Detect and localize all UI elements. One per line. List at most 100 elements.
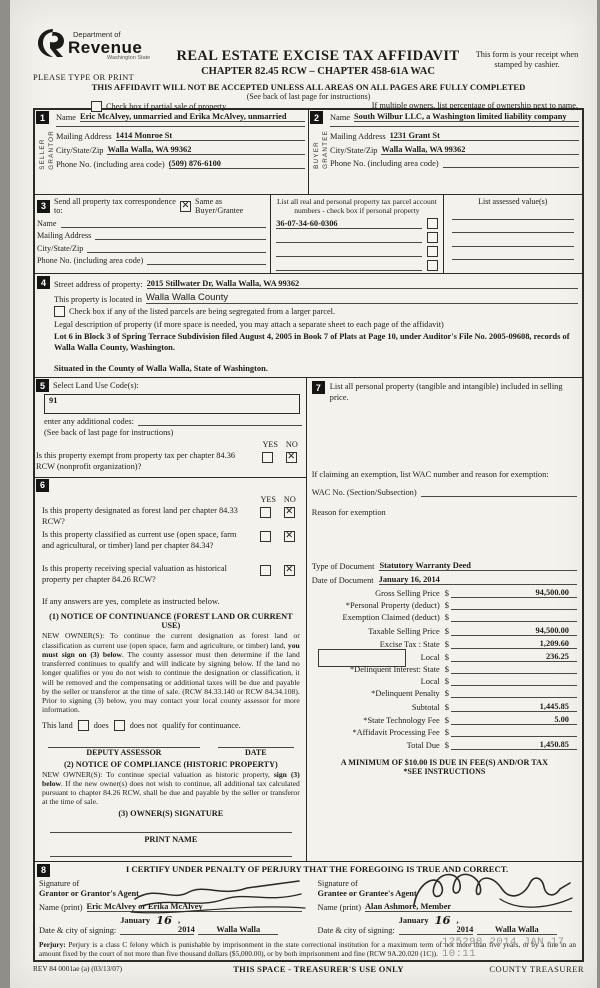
assessed-value3-field[interactable]	[451, 245, 574, 247]
correspondence-mailing-field[interactable]	[95, 239, 267, 240]
grantor-city-field[interactable]: Walla Walla	[198, 925, 279, 935]
street-address-label: Street address of property:	[54, 280, 143, 290]
buyer-name2-field[interactable]	[330, 126, 579, 127]
buyer-name-label: Name	[330, 113, 350, 122]
parcel-number-field[interactable]: 36-07-34-60-0306	[276, 219, 422, 230]
forest-land-question: Is this property designated as forest la…	[42, 505, 238, 526]
personal-property-deduct-field[interactable]	[450, 609, 577, 611]
affidavit-processing-fee-field[interactable]	[450, 736, 577, 737]
subtotal-field[interactable]: 1,445.85	[450, 702, 577, 712]
does-not-qualify-checkbox[interactable]	[113, 719, 125, 731]
street-address-field[interactable]: 2015 Stillwater Dr, Walla Walla, WA 9936…	[146, 279, 578, 290]
money-row-delinq-penalty: *Delinquent Penalty $	[312, 689, 577, 699]
grantee-date-field[interactable]: January 16, 2014	[398, 912, 474, 935]
parcel3-personal-checkbox[interactable]	[426, 246, 438, 258]
delinquent-interest-state-field[interactable]	[450, 673, 577, 675]
buyer-phone-field[interactable]	[442, 167, 579, 168]
seller-section: 1 SELLER GRANTOR Name Eric McAlvey, unmar…	[35, 110, 308, 194]
total-due-field[interactable]: 1,450.85	[450, 740, 577, 751]
segregated-checkbox[interactable]	[54, 306, 65, 318]
same-as-buyer-checkbox[interactable]: ✕	[180, 200, 192, 212]
exempt-yes-checkbox[interactable]	[261, 452, 273, 464]
date-of-document-field[interactable]: January 16, 2014	[378, 575, 577, 585]
grantor-day-handwritten: 16	[156, 912, 173, 927]
section3-badge: 3	[37, 199, 50, 213]
grantee-name-field[interactable]: Alan Ashmore, Member	[365, 902, 572, 912]
grantor-date-field[interactable]: January 16, 2014	[120, 912, 195, 935]
section8-badge: 8	[37, 863, 50, 877]
seller-name-field[interactable]: Eric McAlvey, unmarried and Erika McAlve…	[80, 112, 305, 122]
does-qualify-checkbox[interactable]	[77, 719, 89, 731]
land-use-code-field[interactable]: 91	[44, 394, 300, 415]
form-title: REAL ESTATE EXCISE TAX AFFIDAVIT	[176, 48, 460, 64]
receipt-note: This form is your receipt when stamped b…	[475, 50, 579, 70]
parcel1-personal-checkbox[interactable]	[426, 218, 438, 230]
please-type-or-print: PLEASE TYPE OR PRINT	[33, 72, 135, 82]
buyer-mailing-field[interactable]: 1231 Grant St	[389, 131, 579, 141]
buyer-section: 2 BUYER GRANTEE Name South Wilbur LLC, a …	[308, 110, 582, 194]
print-name-line[interactable]	[50, 855, 292, 857]
correspondence-csz-field[interactable]	[87, 251, 267, 253]
seller-phone-field[interactable]: (509) 876-6100	[168, 159, 305, 169]
owners-signature-title: (3) OWNER(S) SIGNATURE	[118, 808, 224, 818]
type-of-document-field[interactable]: Statutory Warranty Deed	[379, 561, 577, 571]
logo-department-of: Department of	[73, 30, 121, 39]
additional-codes-label: enter any additional codes:	[44, 417, 134, 427]
assessed-value4-field[interactable]	[451, 259, 574, 260]
grantor-name-print-label: Name (print)	[39, 902, 83, 912]
exempt-no-checkbox[interactable]: ✕	[285, 452, 297, 464]
forest-no-checkbox[interactable]: ✕	[283, 506, 295, 518]
seller-name2-field[interactable]	[56, 126, 305, 127]
parcel4-personal-checkbox[interactable]	[426, 260, 438, 272]
additional-codes-field[interactable]	[138, 425, 302, 427]
money-row-total: Total Due $1,450.85	[312, 740, 577, 751]
buyer-name-field[interactable]: South Wilbur LLC, a Washington limited l…	[354, 112, 579, 122]
partial-sale-label: Check box if partial sale of property	[106, 102, 227, 111]
historical-no-checkbox[interactable]: ✕	[283, 564, 295, 576]
current-use-question: Is this property classified as current u…	[42, 529, 237, 550]
exempt-question: Is this property exempt from property ta…	[36, 451, 236, 471]
perjury-note: Perjury: Perjury is a class C felony whi…	[39, 939, 576, 958]
delinquent-interest-local-field[interactable]	[450, 685, 577, 687]
forest-yes-checkbox[interactable]	[259, 506, 271, 518]
excise-tax-state-field[interactable]: 1,209.60	[450, 639, 577, 649]
seller-csz-field[interactable]: Walla Walla, WA 99362	[107, 145, 305, 155]
parcel4-field[interactable]	[276, 270, 422, 272]
exemption-claimed-field[interactable]	[450, 621, 577, 623]
parcel3-field[interactable]	[276, 256, 422, 258]
gross-selling-price-field[interactable]: 94,500.00	[450, 588, 577, 598]
assessor-date-line[interactable]	[217, 746, 294, 748]
parcel2-personal-checkbox[interactable]	[426, 232, 438, 244]
county-field[interactable]: Walla Walla County	[145, 292, 578, 304]
assessed-header: List assessed value(s)	[478, 197, 548, 206]
taxable-selling-price-field[interactable]: 94,500.00	[450, 626, 577, 636]
parcel2-field[interactable]	[276, 242, 422, 244]
any-yes-note: If any answers are yes, complete as inst…	[42, 597, 220, 607]
segregated-label: Check box if any of the listed parcels a…	[69, 307, 336, 317]
delinquent-penalty-field[interactable]	[450, 697, 577, 699]
correspondence-name-field[interactable]	[60, 226, 267, 228]
assessed-values-section: List assessed value(s)	[442, 195, 582, 274]
assessed-value1-field[interactable]	[451, 218, 574, 220]
current-use-no-checkbox[interactable]: ✕	[283, 530, 295, 542]
current-use-yes-checkbox[interactable]	[259, 530, 271, 542]
grantor-date-city-label: Date & city of signing:	[39, 925, 117, 935]
land-use-section: 5 Select Land Use Code(s): 91 enter any …	[35, 378, 306, 478]
correspondence-phone-field[interactable]	[147, 264, 267, 265]
buyer-csz-field[interactable]: Walla Walla, WA 99362	[381, 145, 579, 155]
personal-property-section: 7 List all personal property (tangible a…	[305, 378, 582, 861]
owner-signature-line[interactable]	[50, 831, 292, 833]
seller-mailing-field[interactable]: 1414 Monroe St	[115, 131, 305, 141]
assessed-value2-field[interactable]	[451, 232, 574, 233]
partial-sale-checkbox[interactable]	[91, 101, 102, 112]
legal-description-label: Legal description of property (if more s…	[54, 320, 444, 330]
grantee-city-field[interactable]: Walla Walla	[476, 925, 557, 935]
historical-yes-checkbox[interactable]	[259, 564, 271, 576]
excise-tax-local-field[interactable]: 236.25	[450, 652, 577, 662]
parcel-numbers-section: List all real and personal property tax …	[270, 195, 442, 274]
legal-description-text: Lot 6 in Block 3 of Spring Terrace Subdi…	[54, 332, 570, 353]
state-technology-fee-field[interactable]: 5.00	[450, 715, 577, 725]
wac-field[interactable]	[420, 488, 577, 497]
grantor-name-field[interactable]: Eric McAlvey or Erika McAlvey	[86, 902, 302, 912]
deputy-assessor-sign-line[interactable]	[48, 746, 200, 748]
